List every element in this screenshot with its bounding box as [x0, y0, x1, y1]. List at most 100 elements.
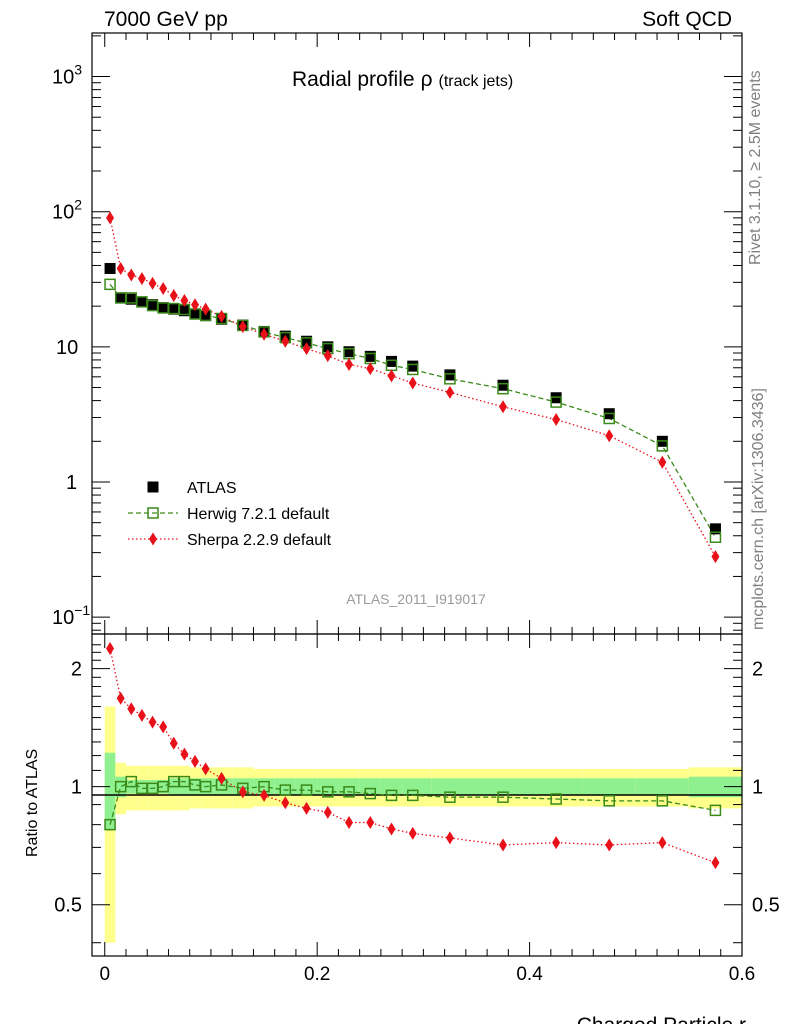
- herwig-ratio-point: [300, 784, 313, 796]
- sherpa-point: [180, 294, 189, 308]
- legend: ATLAS Herwig 7.2.1 default Sherpa 2.2.9 de…: [128, 480, 332, 549]
- stat-uncertainty-band: [476, 778, 530, 796]
- category-label: Soft QCD: [642, 8, 732, 31]
- y-tick-label: 10−1: [52, 602, 90, 629]
- sherpa-point: [137, 272, 146, 286]
- herwig-ratio-point: [407, 789, 419, 802]
- sherpa-ratio-point: [159, 720, 168, 734]
- legend-marker-sherpa: [149, 532, 157, 546]
- atlas-point: [343, 346, 355, 358]
- atlas-point: [709, 523, 721, 535]
- chart-title-main: Radial profile: [292, 68, 415, 91]
- atlas-point: [178, 305, 190, 317]
- sherpa-ratio-point: [148, 715, 157, 729]
- herwig-point: [444, 373, 456, 385]
- legend-label-sherpa: Sherpa 2.2.9 default: [187, 532, 332, 549]
- sherpa-ratio-point: [323, 805, 332, 819]
- herwig-ratio-point: [125, 775, 138, 788]
- stat-uncertainty-band: [380, 778, 403, 796]
- sherpa-point: [302, 342, 311, 356]
- y-tick-label: 103: [52, 62, 82, 89]
- herwig-point: [603, 412, 615, 425]
- legend-label-atlas: ATLAS: [187, 480, 237, 497]
- stat-uncertainty-band: [157, 779, 169, 794]
- y-tick-base: 10: [52, 67, 74, 89]
- sherpa-point: [711, 550, 720, 564]
- chart-title: Radial profile ρ (track jets): [292, 68, 513, 91]
- sherpa-ratio-point: [366, 816, 375, 830]
- sherpa-ratio-point: [281, 796, 290, 810]
- herwig-ratio-line: [109, 780, 716, 825]
- ratio-y-tick-label-right: 2: [752, 659, 763, 681]
- y-tick-base: 10: [52, 607, 74, 629]
- stat-uncertainty-band: [635, 778, 689, 796]
- herwig-ratio-point: [497, 791, 509, 803]
- sherpa-ratio-point: [345, 816, 354, 830]
- y-tick-label: 1: [66, 472, 77, 494]
- stat-uncertainty-band: [359, 778, 381, 796]
- sherpa-point: [605, 429, 614, 443]
- herwig-ratio-point: [364, 787, 377, 800]
- sherpa-ratio-point: [658, 836, 667, 850]
- y-tick-exponent: 2: [74, 197, 82, 213]
- sherpa-ratio-point: [302, 801, 311, 815]
- sherpa-ratio-point: [711, 856, 720, 870]
- atlas-point: [104, 262, 116, 274]
- sherpa-point: [238, 320, 247, 334]
- ratio-y-tick-label: 1: [71, 777, 82, 799]
- mcplots-label: mcplots.cern.ch [arXiv:1306.3436]: [750, 388, 767, 630]
- sherpa-point: [106, 211, 115, 225]
- sherpa-point: [116, 261, 125, 275]
- atlas-point: [115, 292, 127, 304]
- atlas-point: [168, 303, 180, 315]
- sherpa-ratio-point: [127, 702, 136, 716]
- sherpa-point: [345, 358, 354, 372]
- sherpa-point: [408, 376, 417, 390]
- sherpa-ratio-point: [238, 785, 247, 799]
- sherpa-point: [658, 455, 667, 469]
- herwig-ratio-point: [709, 804, 722, 817]
- x-tick-label: 0.4: [516, 964, 543, 985]
- sherpa-point: [323, 349, 332, 363]
- y-tick-exponent: −1: [74, 602, 90, 618]
- atlas-point: [497, 379, 509, 391]
- sherpa-point: [552, 412, 561, 426]
- sherpa-ratio-point: [191, 754, 200, 768]
- sherpa-point: [260, 327, 269, 341]
- herwig-ratio-point: [444, 791, 456, 803]
- y-tick-base: 1: [66, 472, 77, 494]
- sherpa-ratio-point: [605, 838, 614, 852]
- x-tick-label: 0: [99, 964, 110, 985]
- herwig-line: [109, 283, 717, 538]
- ratio-y-tick-label: 2: [71, 659, 82, 681]
- stat-uncertainty-band: [147, 779, 158, 794]
- sherpa-point: [366, 362, 375, 376]
- ratio-y-tick-label-right: 1: [752, 777, 763, 799]
- sherpa-point: [191, 298, 200, 312]
- sherpa-point: [148, 276, 157, 290]
- herwig-point: [709, 531, 722, 543]
- sherpa-point: [217, 309, 226, 323]
- atlas-point: [407, 360, 419, 372]
- y-tick-exponent: 3: [74, 62, 82, 78]
- sherpa-ratio-point: [201, 762, 210, 776]
- legend-label-herwig: Herwig 7.2.1 default: [187, 506, 330, 523]
- atlas-point: [189, 308, 201, 320]
- ratio-y-tick-label-right: 0.5: [752, 895, 780, 917]
- herwig-point: [656, 440, 669, 452]
- herwig-point: [104, 278, 116, 291]
- herwig-ratio-point: [550, 793, 562, 805]
- stat-uncertainty-band: [274, 778, 296, 796]
- atlas-point: [322, 341, 334, 353]
- atlas-point: [364, 350, 376, 362]
- chart-title-sub: (track jets): [439, 73, 514, 90]
- atlas-point: [200, 310, 212, 322]
- x-tick-label: 0.2: [304, 964, 330, 985]
- herwig-point: [550, 396, 562, 408]
- herwig-ratio-point: [104, 818, 116, 831]
- herwig-ratio-point: [603, 795, 615, 807]
- y-tick-label: 10: [56, 337, 78, 359]
- ratio-panel-frame: [91, 633, 743, 957]
- herwig-point: [497, 382, 509, 395]
